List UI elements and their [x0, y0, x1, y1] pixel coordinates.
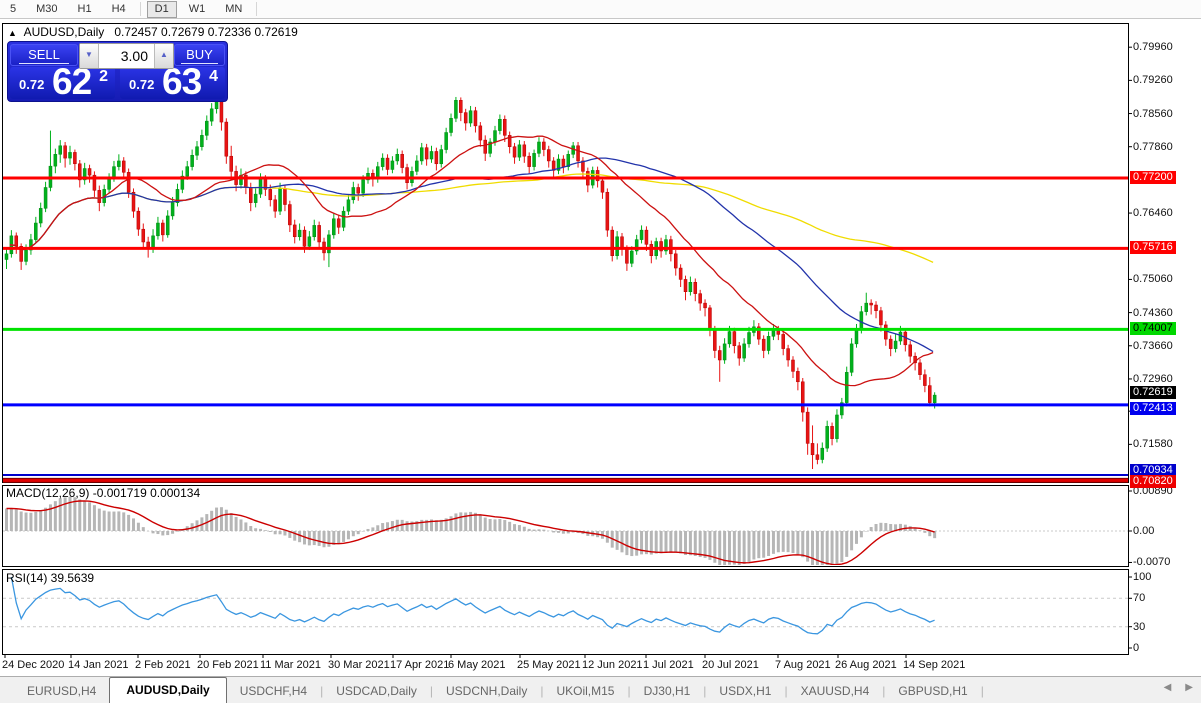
date-tick-30-Mar-2021: 30 Mar 2021	[328, 659, 390, 671]
chart-canvas[interactable]	[0, 19, 1201, 705]
volume-increase-icon[interactable]: ▲	[154, 44, 173, 68]
tab-separator: |	[703, 684, 707, 698]
rsi-tick-0: 0	[1133, 642, 1140, 654]
date-tick-14-Sep-2021: 14 Sep 2021	[903, 659, 966, 671]
hline-label-0.74007: 0.74007	[1130, 322, 1176, 336]
date-tick-25-May-2021: 25 May 2021	[517, 659, 581, 671]
sell-price-pip: 2	[99, 68, 108, 85]
collapse-panel-icon[interactable]: ▲	[8, 28, 17, 38]
rsi-tick-70: 70	[1133, 592, 1146, 605]
tab-scroll-buttons: ◀ ▶	[1164, 682, 1193, 693]
chart-tab-usdchf-h4[interactable]: USDCHF,H4	[239, 684, 308, 698]
tab-separator: |	[540, 684, 544, 698]
price-tick-0.73660: 0.73660	[1133, 339, 1173, 352]
volume-box: ▼ ▲	[79, 43, 174, 69]
price-tick-0.77860: 0.77860	[1133, 140, 1173, 153]
buy-price-prefix: 0.72	[129, 77, 155, 92]
period-button-5[interactable]: 5	[10, 2, 17, 15]
buy-button[interactable]: BUY	[174, 44, 225, 66]
period-button-M30[interactable]: M30	[36, 2, 58, 15]
macd-tick-0.00: 0.00	[1133, 525, 1155, 537]
tab-scroll-left-icon[interactable]: ◀	[1163, 682, 1172, 693]
volume-input[interactable]	[99, 44, 154, 68]
rsi-tick-30: 30	[1133, 620, 1146, 633]
price-tick-0.74360: 0.74360	[1133, 306, 1173, 319]
sell-price-prefix: 0.72	[19, 77, 45, 92]
toolbar-separator	[256, 2, 258, 16]
current-price-label: 0.72619	[1130, 386, 1176, 400]
date-tick-20-Feb-2021: 20 Feb 2021	[197, 659, 259, 671]
sell-button[interactable]: SELL	[10, 44, 78, 66]
chart-tab-audusd-daily[interactable]: AUDUSD,Daily	[109, 677, 227, 703]
date-tick-24-Dec-2020: 24 Dec 2020	[2, 659, 65, 671]
volume-decrease-icon[interactable]: ▼	[80, 44, 99, 68]
macd-tick--0.0070: -0.0070	[1133, 556, 1171, 569]
date-tick-20-Jul-2021: 20 Jul 2021	[702, 659, 759, 671]
rsi-tick-100: 100	[1133, 571, 1152, 583]
tab-separator: |	[784, 684, 788, 698]
macd-label: MACD(12,26,9) -0.001719 0.000134	[6, 486, 201, 500]
sell-price-display[interactable]: 0.72 62 2	[10, 61, 115, 102]
price-tick-0.75060: 0.75060	[1133, 273, 1173, 286]
chart-tab-xauusd-h4[interactable]: XAUUSD,H4	[800, 684, 870, 698]
date-tick-26-Aug-2021: 26 Aug 2021	[835, 659, 897, 671]
date-tick-12-Jun-2021: 12 Jun 2021	[582, 659, 643, 671]
price-tick-0.76460: 0.76460	[1133, 207, 1173, 220]
tab-separator: |	[980, 684, 984, 698]
tab-separator: |	[429, 684, 433, 698]
period-button-MN[interactable]: MN	[225, 2, 243, 15]
tab-separator: |	[882, 684, 886, 698]
price-tick-0.78560: 0.78560	[1133, 107, 1173, 120]
period-button-H4[interactable]: H4	[111, 2, 126, 15]
chart-tab-gbpusd-h1[interactable]: GBPUSD,H1	[898, 684, 968, 698]
period-button-W1[interactable]: W1	[188, 2, 206, 15]
hline-label-0.70820: 0.70820	[1130, 475, 1176, 489]
tab-separator: |	[627, 684, 631, 698]
period-button-H1[interactable]: H1	[77, 2, 92, 15]
chart-ohlc-values: 0.72457 0.72679 0.72336 0.72619	[114, 25, 298, 39]
hline-label-0.70934: 0.70934	[1130, 463, 1176, 477]
chart-tab-usdcad-daily[interactable]: USDCAD,Daily	[336, 684, 417, 698]
date-tick-11-Mar-2021: 11 Mar 2021	[260, 659, 321, 671]
date-tick-7-Aug-2021: 7 Aug 2021	[775, 659, 831, 671]
chart-tab-usdx-h1[interactable]: USDX,H1	[719, 684, 772, 698]
chart-tab-usdcnh-daily[interactable]: USDCNH,Daily	[446, 684, 528, 698]
timeframe-toolbar: 5 M30 H1 H4 D1 W1 MN	[0, 0, 1201, 19]
chart-tab-eurusd-h4[interactable]: EURUSD,H4	[27, 684, 97, 698]
chart-tab-bar: EURUSD,H4 AUDUSD,Daily USDCHF,H4 | USDCAD,…	[0, 676, 1201, 703]
price-tick-0.71580: 0.71580	[1133, 438, 1173, 451]
date-tick-1-Jul-2021: 1 Jul 2021	[643, 659, 694, 671]
date-tick-17-Apr-2021: 17 Apr 2021	[390, 659, 450, 671]
tab-separator: |	[320, 684, 324, 698]
period-button-D1[interactable]: D1	[146, 0, 177, 18]
tab-scroll-right-icon[interactable]: ▶	[1185, 682, 1193, 693]
price-tick-0.79960: 0.79960	[1133, 41, 1173, 54]
price-tick-0.79260: 0.79260	[1133, 74, 1173, 87]
date-tick-6-May-2021: 6 May 2021	[448, 659, 506, 671]
one-click-trade-panel: SELL ▼ ▲ BUY 0.72 62 2 0.72 63 4	[7, 41, 228, 102]
hline-label-0.77200: 0.77200	[1130, 171, 1176, 184]
buy-price-pip: 4	[209, 68, 218, 85]
chart-title: ▲ AUDUSD,Daily 0.72457 0.72679 0.72336 0…	[8, 25, 298, 39]
hline-label-0.75716: 0.75716	[1130, 241, 1176, 255]
chart-tab-ukoil-m15[interactable]: UKOil,M15	[556, 684, 615, 698]
date-tick-2-Feb-2021: 2 Feb 2021	[135, 659, 191, 671]
chart-tab-dj30-h1[interactable]: DJ30,H1	[643, 684, 691, 698]
toolbar-separator	[139, 2, 141, 16]
price-tick-0.72960: 0.72960	[1133, 372, 1173, 385]
buy-price-display[interactable]: 0.72 63 4	[120, 61, 225, 102]
hline-label-0.72413: 0.72413	[1130, 401, 1176, 415]
rsi-label: RSI(14) 39.5639	[6, 571, 95, 585]
chart-symbol-label: AUDUSD,Daily	[23, 25, 105, 39]
date-tick-14-Jan-2021: 14 Jan 2021	[68, 659, 129, 671]
